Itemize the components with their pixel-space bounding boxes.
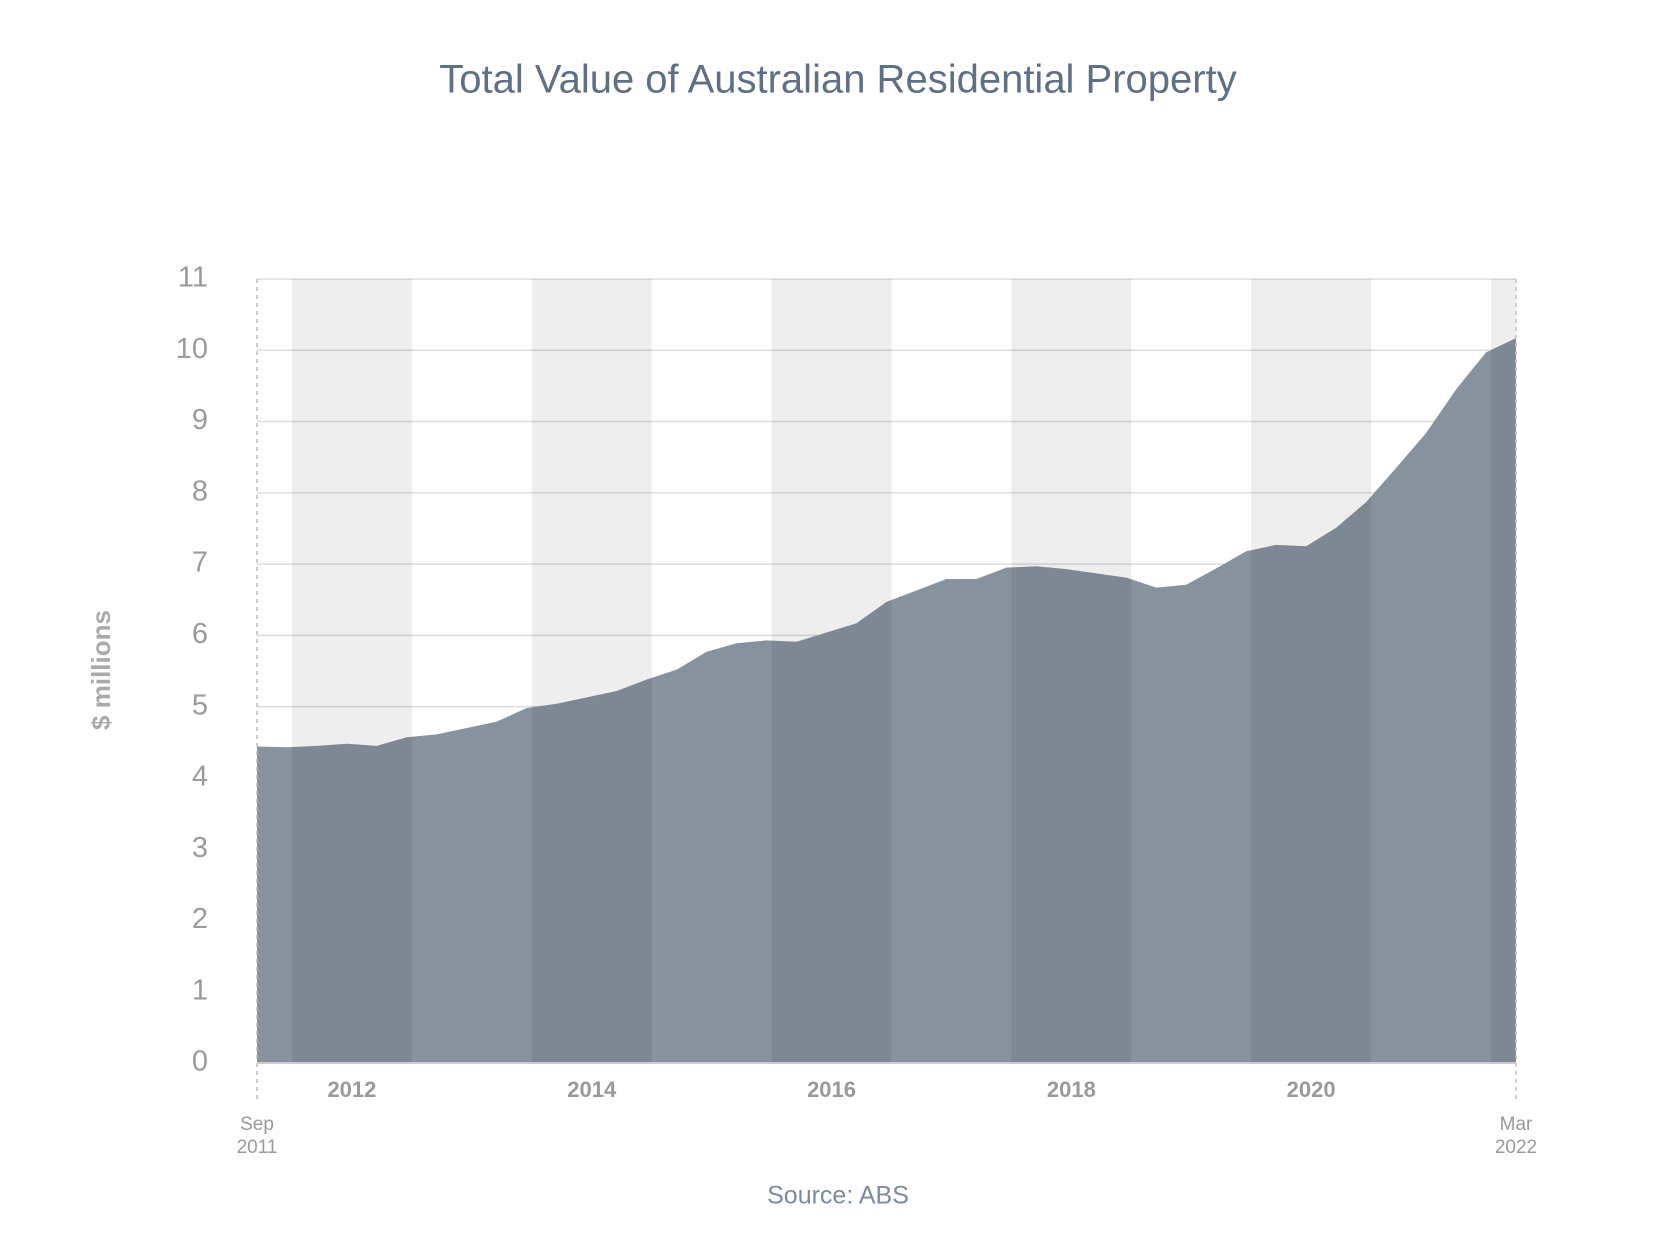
y-tick-label: 4: [192, 761, 208, 793]
year-band: [1011, 279, 1132, 1063]
x-year-label: 2018: [1047, 1077, 1096, 1102]
x-year-label: 2020: [1287, 1077, 1336, 1102]
x-tick-label: Mar 2022: [1494, 1114, 1538, 1158]
year-band: [771, 279, 892, 1063]
y-tick-label: 9: [192, 404, 208, 436]
year-band: [291, 279, 412, 1063]
y-tick-label: 3: [192, 832, 208, 864]
y-axis-label: $ millions: [86, 610, 116, 730]
y-tick-label: 11: [178, 262, 208, 294]
y-tick-label: 10: [176, 333, 208, 365]
year-band: [1491, 279, 1516, 1063]
area: [257, 338, 1516, 1063]
x-year-label: 2014: [567, 1077, 617, 1102]
x-year-label: 2012: [327, 1077, 376, 1102]
y-tick-label: 8: [192, 475, 208, 507]
chart-title: Total Value of Australian Residential Pr…: [439, 58, 1236, 102]
x-year-label: 2016: [807, 1077, 856, 1102]
y-tick-label: 7: [192, 547, 208, 579]
y-tick-label: 0: [192, 1046, 208, 1078]
year-band: [531, 279, 652, 1063]
x-tick-label: Sep 2011: [236, 1114, 278, 1158]
y-tick-label: 6: [192, 618, 208, 650]
source: Source: ABS: [767, 1182, 909, 1210]
y-tick-label: 1: [192, 974, 208, 1006]
y-tick-label: 2: [192, 903, 208, 935]
y-tick-label: 5: [192, 689, 208, 721]
year-band: [1251, 279, 1372, 1063]
